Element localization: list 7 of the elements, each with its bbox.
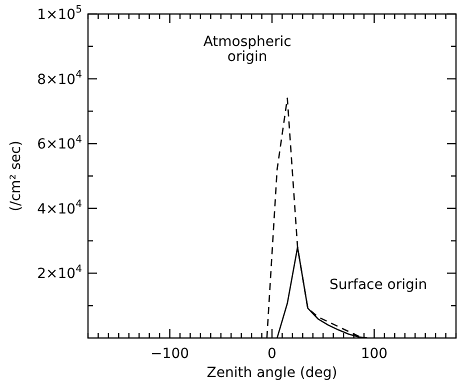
x-tick-label: −100: [150, 346, 190, 362]
x-axis-title: Zenith angle (deg): [206, 365, 338, 381]
annotation: Surface origin: [330, 276, 428, 293]
y-axis-title: (/cm² sec): [8, 140, 24, 212]
x-tick-label: 100: [360, 346, 388, 362]
annotation: Atmospheric origin: [203, 34, 292, 65]
x-tick-label: 0: [268, 346, 276, 362]
